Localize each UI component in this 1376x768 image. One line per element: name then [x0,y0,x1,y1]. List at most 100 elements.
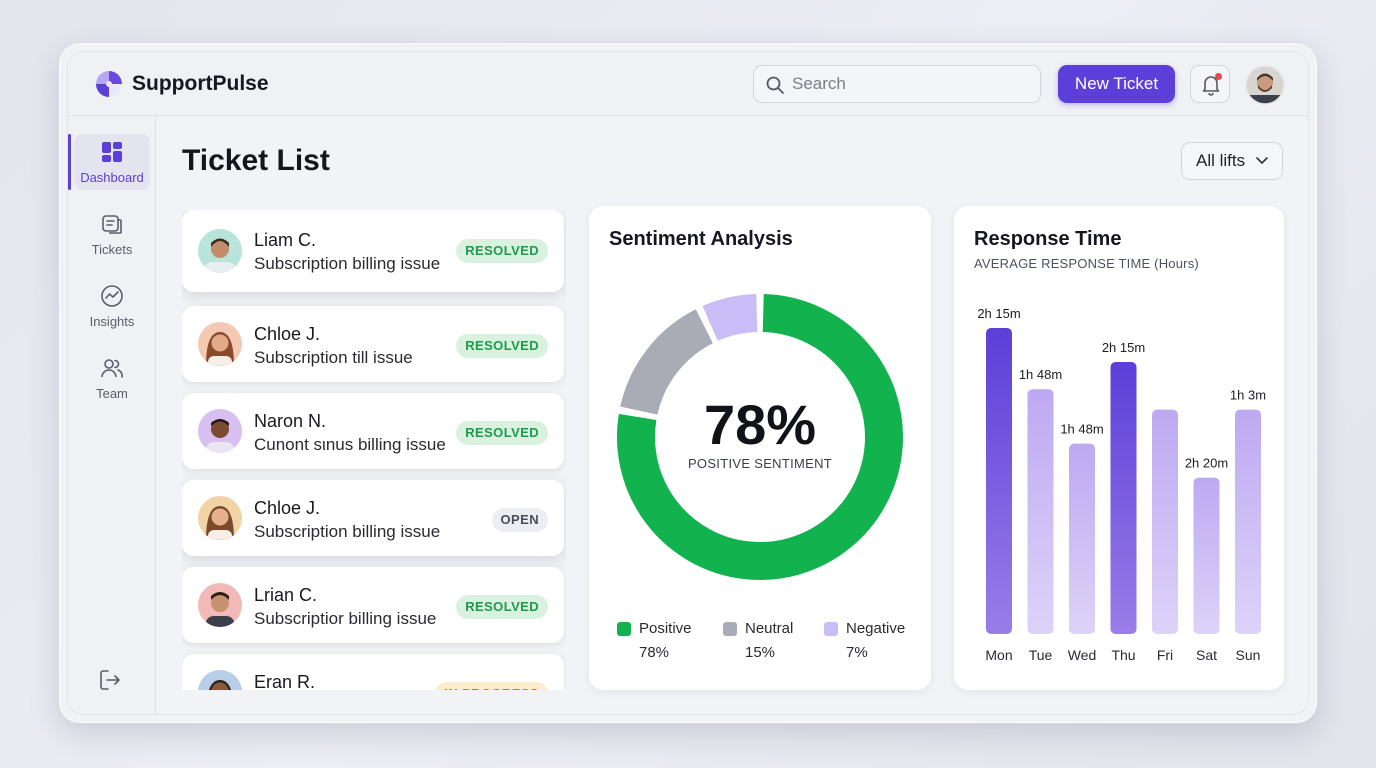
ticket-card[interactable]: Eran R. IN PROGRESS [182,654,564,690]
bar-data-label: 2h 15m [977,306,1020,321]
legend-value: 7% [846,644,868,661]
customer-avatar [198,496,242,540]
x-tick-label: Sat [1196,647,1217,663]
sidebar-item-insights[interactable]: Insights [74,278,150,334]
sidebar: Dashboard Tickets Insights Team [68,116,156,714]
status-badge: RESOLVED [456,239,548,263]
bar-fri [1152,409,1178,634]
team-icon [101,359,123,378]
ticket-subject: Subscription billing issue [254,522,441,541]
bar-sat [1193,477,1220,634]
filter-dropdown-label: All lifts [1196,151,1246,170]
bar-data-label: 1h 3m [1230,388,1266,403]
sidebar-item-label: Team [96,386,128,401]
ticket-card[interactable]: Chloe J. Subscription billing issue OPEN [182,480,564,556]
ticket-customer-name: Chloe J. [254,498,321,518]
donut-slice-positive [617,294,903,580]
ticket-customer-name: Chloe J. [254,324,321,344]
status-badge: RESOLVED [456,421,548,445]
card-title: Sentiment Analysis [609,228,793,250]
x-tick-label: Mon [985,647,1012,663]
filter-dropdown[interactable]: All lifts [1181,142,1283,180]
ticket-subject: Subscriptior billing issue [254,609,437,628]
app-frame: SupportPulse New Ticket [67,51,1309,715]
customer-avatar [198,583,242,627]
insights-icon [101,285,123,307]
page-title: Ticket List [182,144,330,177]
legend-swatch [723,622,737,636]
ticket-card[interactable]: Naron N. Cunont sιnus billing issue RESO… [182,393,564,469]
bell-icon [1202,76,1220,96]
donut-slice-negative [702,294,758,342]
notifications-button[interactable] [1190,65,1230,103]
legend-value: 15% [745,644,776,661]
bar-wed [1069,443,1095,634]
ticket-card[interactable]: Chloe J. Subscription till issue RESOLVE… [182,306,564,382]
status-badge: OPEN [491,508,548,532]
status-badge: IN PROGRESS [435,682,548,690]
search-input[interactable] [792,66,1032,102]
sidebar-item-label: Tickets [91,242,133,257]
active-nav-indicator [68,134,71,190]
customer-avatar [198,670,242,690]
tickets-icon [102,215,122,234]
donut-center-label: POSITIVE SENTIMENT [687,456,833,471]
card-title: Response Time [974,228,1122,250]
bar-thu [1110,362,1137,634]
ticket-customer-name: Liam C. [254,230,317,250]
ticket-list: Liam C. Subscription billing issue RESOL… [182,210,566,690]
ticket-customer-name: Eran R. [254,672,316,690]
legend-swatch [824,622,838,636]
app-window: SupportPulse New Ticket [58,42,1318,724]
bar-data-label: 2h 20m [1185,456,1228,471]
sidebar-item-team[interactable]: Team [74,350,150,406]
customer-avatar [198,322,242,366]
sidebar-item-tickets[interactable]: Tickets [74,206,150,262]
x-tick-label: Wed [1068,647,1097,663]
donut-center-value: 78% [703,393,817,456]
card-subtitle: AVERAGE RESPONSE TIME (Hours) [974,256,1199,271]
x-tick-label: Sun [1236,647,1261,663]
ticket-customer-name: Lrian C. [254,585,318,605]
ticket-customer-name: Naron N. [254,411,327,431]
notification-dot [1215,73,1222,80]
bar-mon [986,328,1012,634]
bar-data-label: 1h 48m [1060,422,1103,437]
legend-label: Negative [846,620,906,637]
ticket-card[interactable]: Lrian C. Subscriptior billing issue RESO… [182,567,564,643]
legend-swatch [617,622,631,636]
legend-label: Positive [639,620,692,637]
sidebar-item-label: Insights [89,314,135,329]
sidebar-item-label: Dashboard [80,170,144,185]
sentiment-analysis-card: Sentiment Analysis 78% POSITIVE SENTIMEN… [589,206,931,690]
donut-slice-neutral [620,309,714,416]
ticket-subject: Subscription till issue [254,348,413,367]
legend-value: 78% [639,644,670,661]
x-tick-label: Tue [1029,647,1053,663]
ticket-subject: Subscription billing issue [254,254,441,273]
bar-tue [1027,389,1054,634]
sidebar-item-dashboard[interactable]: Dashboard [74,134,150,190]
bar-data-label: 2h 15m [1102,340,1145,355]
supportpulse-logo-icon [96,71,122,97]
user-avatar[interactable] [1245,65,1285,105]
bar-data-label: 1h 48m [1019,367,1062,382]
ticket-subject: Cunont sιnus billing issue [254,435,446,454]
response-time-card: Response Time AVERAGE RESPONSE TIME (Hou… [954,206,1284,690]
chevron-down-icon [1256,157,1268,165]
search-box[interactable] [753,65,1041,103]
x-tick-label: Fri [1157,647,1173,663]
search-icon [766,76,784,94]
app-brand-name: SupportPulse [132,72,269,95]
status-badge: RESOLVED [456,334,548,358]
ticket-card[interactable]: Liam C. Subscription billing issue RESOL… [182,210,564,292]
bar-sun [1235,409,1261,634]
x-tick-label: Thu [1111,647,1135,663]
logout-icon[interactable] [98,668,122,692]
new-ticket-button[interactable]: New Ticket [1058,65,1175,103]
dashboard-grid-icon [102,142,122,162]
status-badge: RESOLVED [456,595,548,619]
customer-avatar [198,409,242,453]
sentiment-donut-chart [617,294,903,580]
legend-label: Neutral [745,620,794,637]
